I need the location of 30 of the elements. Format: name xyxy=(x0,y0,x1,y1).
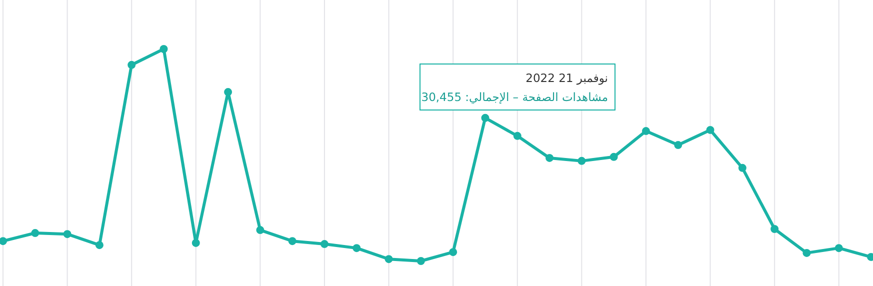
point xyxy=(224,88,232,96)
point xyxy=(770,224,779,233)
point xyxy=(513,132,522,140)
point xyxy=(834,244,843,252)
point xyxy=(192,238,200,247)
point xyxy=(31,229,40,238)
point xyxy=(95,241,104,250)
point xyxy=(449,248,458,256)
point xyxy=(674,141,682,150)
point xyxy=(578,156,586,165)
point xyxy=(320,240,328,248)
point xyxy=(802,248,811,257)
annotation: مشاهدات الصفحة – الإجمالي: 30,455 xyxy=(421,90,608,104)
point xyxy=(481,114,490,122)
point xyxy=(63,230,72,238)
tooltip: نوفمبر 21 2022 مشاهدات الصفحة – الإجمالي: 30,455 xyxy=(420,64,616,110)
point xyxy=(738,164,746,172)
point xyxy=(642,127,650,136)
point xyxy=(0,237,7,246)
point xyxy=(384,255,393,264)
point xyxy=(352,244,361,252)
point xyxy=(416,257,425,265)
annotation: نوفمبر 21 2022 xyxy=(526,71,608,85)
point xyxy=(288,237,296,246)
point xyxy=(546,154,554,162)
point xyxy=(160,45,168,53)
point xyxy=(610,152,618,161)
point xyxy=(706,126,714,134)
point xyxy=(128,60,136,69)
point xyxy=(256,226,264,234)
